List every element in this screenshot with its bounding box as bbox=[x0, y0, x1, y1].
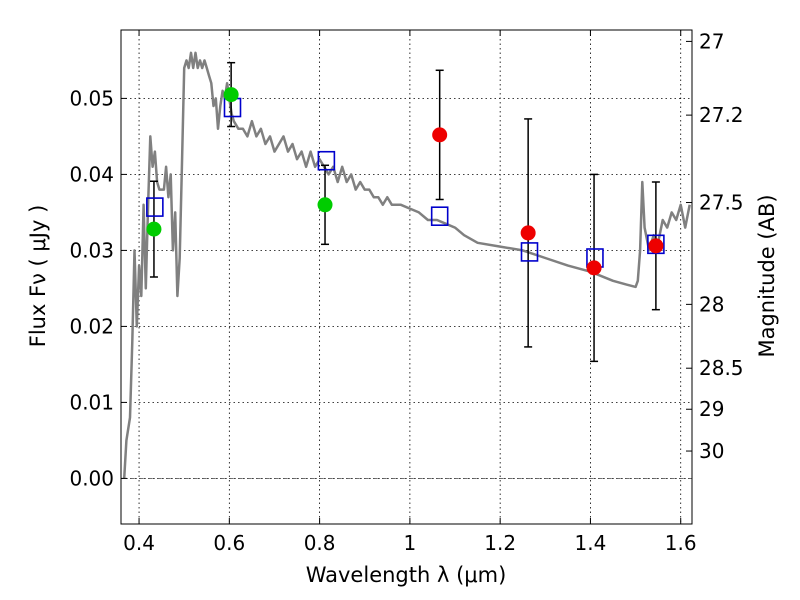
model-photometry-square bbox=[520, 242, 539, 262]
model-photometry-square bbox=[430, 206, 449, 226]
right-axis-label: Magnitude (AB) bbox=[755, 194, 779, 357]
y-tick-label: 0.03 bbox=[69, 238, 114, 262]
observed-flux-point bbox=[146, 221, 162, 237]
observed-flux-point bbox=[317, 197, 333, 213]
y-tick-label: 0.05 bbox=[69, 86, 114, 110]
right-tick-label: 27.5 bbox=[699, 191, 744, 215]
model-photometry-square bbox=[317, 150, 336, 171]
x-tick-label: 0.8 bbox=[304, 531, 336, 555]
data-layer bbox=[122, 51, 691, 479]
y-axis-label: Flux Fν ( μJy ) bbox=[26, 205, 50, 348]
right-tick-label: 28 bbox=[699, 292, 724, 316]
x-tick-label: 1 bbox=[404, 531, 417, 555]
right-tick-label: 27 bbox=[699, 29, 724, 53]
model-spectrum-line bbox=[122, 51, 691, 479]
model-photometry-square bbox=[146, 197, 164, 217]
x-tick-label: 1.6 bbox=[665, 531, 697, 555]
right-tick-label: 30 bbox=[699, 439, 724, 463]
observed-flux-point bbox=[432, 127, 448, 143]
right-tick-label: 28.5 bbox=[699, 356, 744, 380]
observed-flux-point bbox=[520, 225, 536, 241]
observed-flux-point bbox=[223, 87, 239, 103]
axis-ticks: 0.4 0.6 0.8 1 1.2 1.4 1.6 0.00 0.01 0.02 0.03 0.04 0… bbox=[69, 29, 743, 555]
x-tick-label: 1.4 bbox=[575, 531, 607, 555]
y-tick-label: 0.00 bbox=[69, 466, 114, 490]
y-tick-label: 0.01 bbox=[69, 390, 114, 414]
y-tick-label: 0.04 bbox=[69, 162, 114, 186]
x-tick-label: 0.6 bbox=[213, 531, 245, 555]
observed-flux-point bbox=[648, 238, 664, 254]
right-tick-label: 27.2 bbox=[699, 103, 744, 127]
x-tick-label: 0.4 bbox=[123, 531, 155, 555]
y-tick-label: 0.02 bbox=[69, 314, 114, 338]
right-tick-label: 29 bbox=[699, 397, 724, 421]
observed-flux-point bbox=[586, 260, 602, 276]
x-axis-label: Wavelength λ (μm) bbox=[306, 563, 507, 587]
plot-frame bbox=[120, 29, 693, 525]
x-tick-label: 1.2 bbox=[484, 531, 516, 555]
